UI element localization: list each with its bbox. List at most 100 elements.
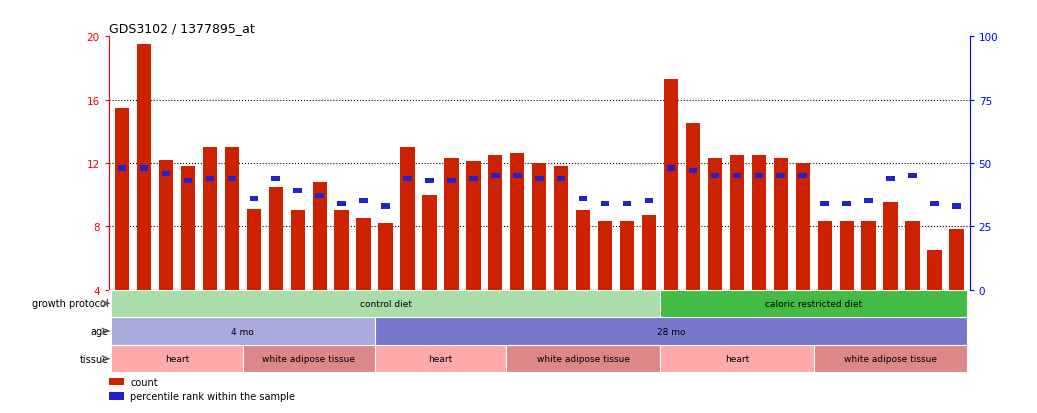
Bar xyxy=(269,187,283,290)
Bar xyxy=(708,159,722,290)
Bar xyxy=(862,222,875,290)
Text: tissue: tissue xyxy=(79,354,109,364)
Text: white adipose tissue: white adipose tissue xyxy=(537,354,629,363)
Bar xyxy=(444,159,458,290)
Bar xyxy=(949,230,963,290)
Text: 4 mo: 4 mo xyxy=(231,327,254,336)
Bar xyxy=(137,45,151,290)
Bar xyxy=(732,173,741,179)
Bar xyxy=(532,164,546,290)
Bar xyxy=(710,173,720,179)
Bar xyxy=(730,156,744,290)
Bar xyxy=(272,176,280,181)
Bar xyxy=(660,290,968,318)
Bar xyxy=(225,148,239,290)
Bar xyxy=(927,250,942,290)
Bar xyxy=(774,159,788,290)
Bar xyxy=(488,156,503,290)
Text: heart: heart xyxy=(165,354,189,363)
Bar xyxy=(162,171,170,176)
Bar xyxy=(777,173,785,179)
Bar xyxy=(506,345,660,373)
Bar xyxy=(312,183,327,290)
Bar xyxy=(374,318,968,345)
Bar xyxy=(840,222,853,290)
Bar xyxy=(243,345,374,373)
Bar xyxy=(513,173,522,179)
Bar xyxy=(887,176,895,181)
Bar xyxy=(315,194,324,199)
Text: caloric restricted diet: caloric restricted diet xyxy=(765,299,862,308)
Bar xyxy=(623,202,632,206)
Bar xyxy=(111,318,374,345)
Bar xyxy=(579,196,587,202)
Bar xyxy=(447,179,455,184)
Bar xyxy=(492,173,500,179)
Bar xyxy=(930,202,938,206)
Bar xyxy=(205,176,215,181)
Bar xyxy=(337,202,346,206)
Bar xyxy=(817,222,832,290)
Bar xyxy=(952,204,960,209)
Bar xyxy=(159,160,173,290)
Bar xyxy=(814,345,968,373)
Bar xyxy=(115,108,130,290)
Bar xyxy=(109,392,124,400)
Bar xyxy=(752,156,766,290)
Text: control diet: control diet xyxy=(360,299,412,308)
Text: heart: heart xyxy=(428,354,452,363)
Bar xyxy=(379,223,393,290)
Bar xyxy=(645,199,653,204)
Bar xyxy=(467,162,480,290)
Bar xyxy=(664,80,678,290)
Bar xyxy=(111,290,660,318)
Text: age: age xyxy=(90,326,109,336)
Bar xyxy=(557,176,565,181)
Bar xyxy=(335,211,348,290)
Bar xyxy=(422,195,437,290)
Bar xyxy=(798,173,807,179)
Text: white adipose tissue: white adipose tissue xyxy=(844,354,937,363)
Bar xyxy=(554,167,568,290)
Bar xyxy=(535,176,543,181)
Bar xyxy=(293,189,302,194)
Bar xyxy=(795,164,810,290)
Bar xyxy=(510,154,525,290)
Bar xyxy=(905,222,920,290)
Bar xyxy=(755,173,763,179)
Bar xyxy=(359,199,368,204)
Bar xyxy=(425,179,433,184)
Bar xyxy=(290,211,305,290)
Bar xyxy=(109,378,124,385)
Bar xyxy=(598,222,612,290)
Text: white adipose tissue: white adipose tissue xyxy=(262,354,356,363)
Bar xyxy=(250,196,258,202)
Bar xyxy=(140,166,148,171)
Bar xyxy=(403,176,412,181)
Bar xyxy=(600,202,610,206)
Bar xyxy=(180,167,195,290)
Text: count: count xyxy=(131,377,158,387)
Text: heart: heart xyxy=(725,354,749,363)
Bar xyxy=(689,169,697,173)
Bar xyxy=(620,222,635,290)
Bar xyxy=(642,216,656,290)
Text: 28 mo: 28 mo xyxy=(656,327,685,336)
Bar xyxy=(111,345,243,373)
Bar xyxy=(864,199,873,204)
Bar xyxy=(382,204,390,209)
Bar xyxy=(884,203,898,290)
Bar xyxy=(842,202,851,206)
Bar xyxy=(118,166,127,171)
Bar xyxy=(184,179,192,184)
Bar xyxy=(469,176,478,181)
Bar xyxy=(203,148,217,290)
Bar xyxy=(685,124,700,290)
Bar xyxy=(357,219,370,290)
Bar xyxy=(247,209,261,290)
Bar xyxy=(660,345,814,373)
Bar xyxy=(576,211,590,290)
Bar xyxy=(227,176,236,181)
Text: GDS3102 / 1377895_at: GDS3102 / 1377895_at xyxy=(109,21,255,35)
Bar xyxy=(374,345,506,373)
